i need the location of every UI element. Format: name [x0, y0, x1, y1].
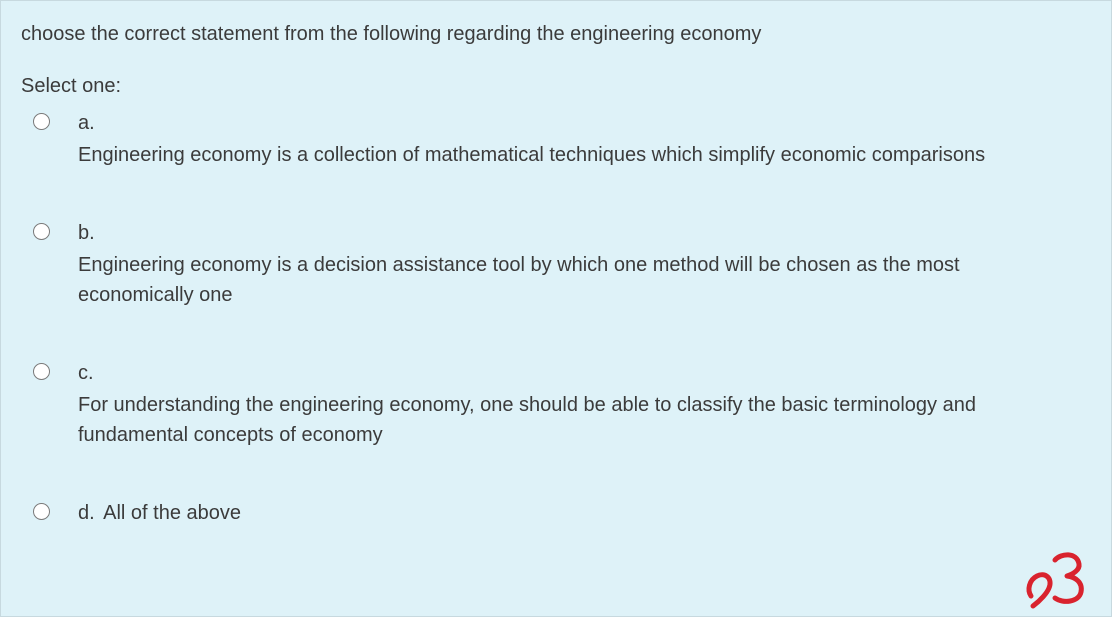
radio-d[interactable]: [33, 503, 50, 520]
option-text-d: All of the above: [103, 502, 241, 524]
option-letter-d: d.: [78, 502, 95, 524]
option-body-a: a. Engineering economy is a collection o…: [78, 108, 985, 170]
quiz-container: choose the correct statement from the fo…: [0, 0, 1112, 617]
question-prompt: choose the correct statement from the fo…: [21, 19, 1091, 49]
option-letter-b: b.: [78, 218, 1058, 248]
handwritten-annotation-icon: [1023, 550, 1093, 610]
radio-a[interactable]: [33, 113, 50, 130]
option-a[interactable]: a. Engineering economy is a collection o…: [33, 108, 1091, 170]
option-text-a: Engineering economy is a collection of m…: [78, 140, 985, 170]
option-letter-a: a.: [78, 108, 985, 138]
option-d[interactable]: d. All of the above: [33, 498, 1091, 528]
radio-b[interactable]: [33, 223, 50, 240]
select-one-label: Select one:: [21, 75, 1091, 98]
radio-c[interactable]: [33, 363, 50, 380]
option-body-d: d. All of the above: [78, 498, 241, 528]
option-body-b: b. Engineering economy is a decision ass…: [78, 218, 1058, 310]
option-b[interactable]: b. Engineering economy is a decision ass…: [33, 218, 1091, 310]
option-text-c: For understanding the engineering econom…: [78, 390, 1058, 450]
option-c[interactable]: c. For understanding the engineering eco…: [33, 358, 1091, 450]
option-letter-c: c.: [78, 358, 1058, 388]
annotation-stroke: [1029, 555, 1081, 606]
option-body-c: c. For understanding the engineering eco…: [78, 358, 1058, 450]
options-list: a. Engineering economy is a collection o…: [21, 108, 1091, 528]
option-text-b: Engineering economy is a decision assist…: [78, 250, 1058, 310]
